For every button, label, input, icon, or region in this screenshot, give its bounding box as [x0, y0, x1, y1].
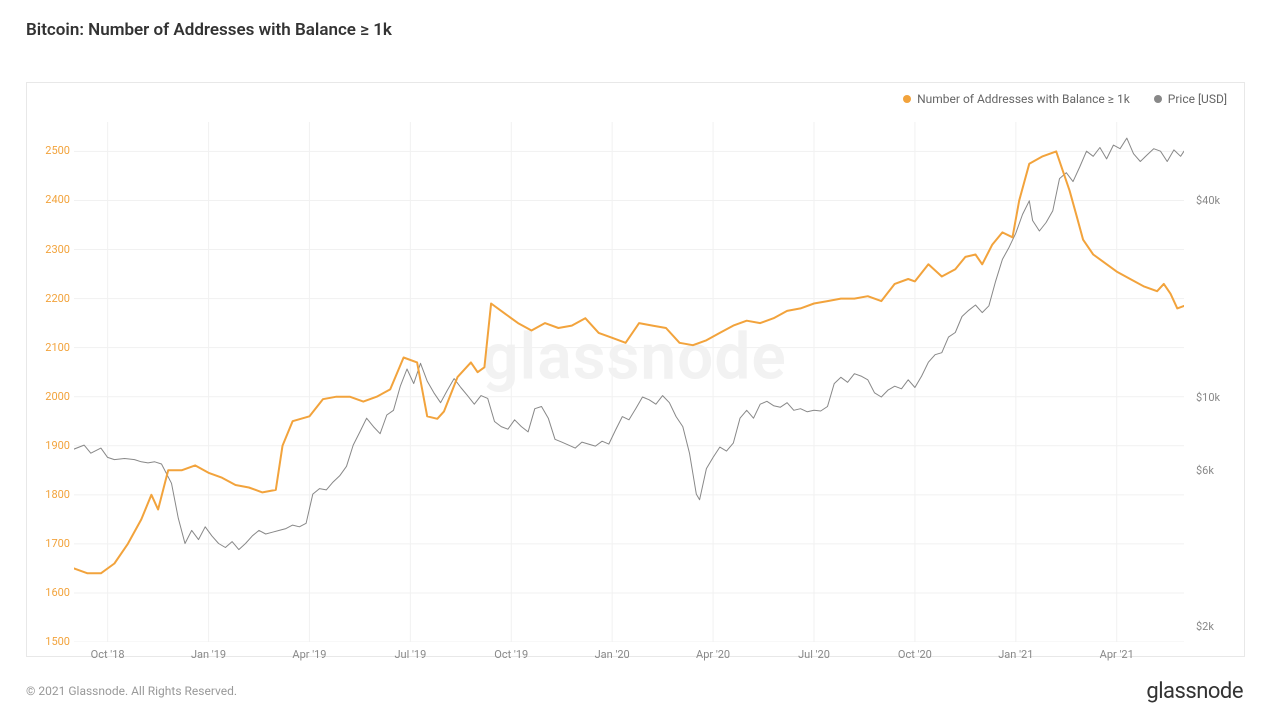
y-left-tick: 1700: [36, 537, 70, 550]
legend-dot-addresses: [903, 95, 911, 103]
y-left-tick: 1800: [36, 488, 70, 501]
y-left-tick: 2100: [36, 341, 70, 354]
x-tick: Jul '20: [792, 648, 836, 661]
y-left-tick: 1600: [36, 586, 70, 599]
plot-svg: [74, 122, 1184, 642]
y-right-tick: $2k: [1196, 620, 1214, 633]
x-tick: Jan '19: [187, 648, 231, 661]
y-left-tick: 1900: [36, 439, 70, 452]
x-tick: Jan '20: [590, 648, 634, 661]
y-left-tick: 1500: [36, 635, 70, 648]
legend-item-addresses: Number of Addresses with Balance ≥ 1k: [903, 92, 1130, 106]
chart-title: Bitcoin: Number of Addresses with Balanc…: [26, 20, 392, 40]
x-tick: Apr '21: [1095, 648, 1139, 661]
x-tick: Oct '19: [489, 648, 533, 661]
x-tick: Oct '20: [893, 648, 937, 661]
legend-item-price: Price [USD]: [1154, 92, 1227, 106]
y-right-tick: $40k: [1196, 194, 1220, 207]
y-right-tick: $6k: [1196, 464, 1214, 477]
legend-label-price: Price [USD]: [1168, 92, 1227, 106]
brand-logo: glassnode: [1146, 679, 1243, 704]
x-tick: Jan '21: [994, 648, 1038, 661]
x-tick: Apr '20: [691, 648, 735, 661]
y-right-tick: $10k: [1196, 391, 1220, 404]
y-left-tick: 2500: [36, 144, 70, 157]
legend: Number of Addresses with Balance ≥ 1k Pr…: [903, 92, 1227, 106]
x-tick: Oct '18: [86, 648, 130, 661]
y-left-tick: 2000: [36, 390, 70, 403]
y-left-tick: 2200: [36, 292, 70, 305]
legend-label-addresses: Number of Addresses with Balance ≥ 1k: [917, 92, 1130, 106]
plot-area: [74, 122, 1184, 642]
legend-dot-price: [1154, 95, 1162, 103]
y-left-tick: 2400: [36, 193, 70, 206]
x-tick: Jul '19: [388, 648, 432, 661]
x-tick: Apr '19: [287, 648, 331, 661]
y-left-tick: 2300: [36, 243, 70, 256]
copyright: © 2021 Glassnode. All Rights Reserved.: [26, 684, 237, 698]
